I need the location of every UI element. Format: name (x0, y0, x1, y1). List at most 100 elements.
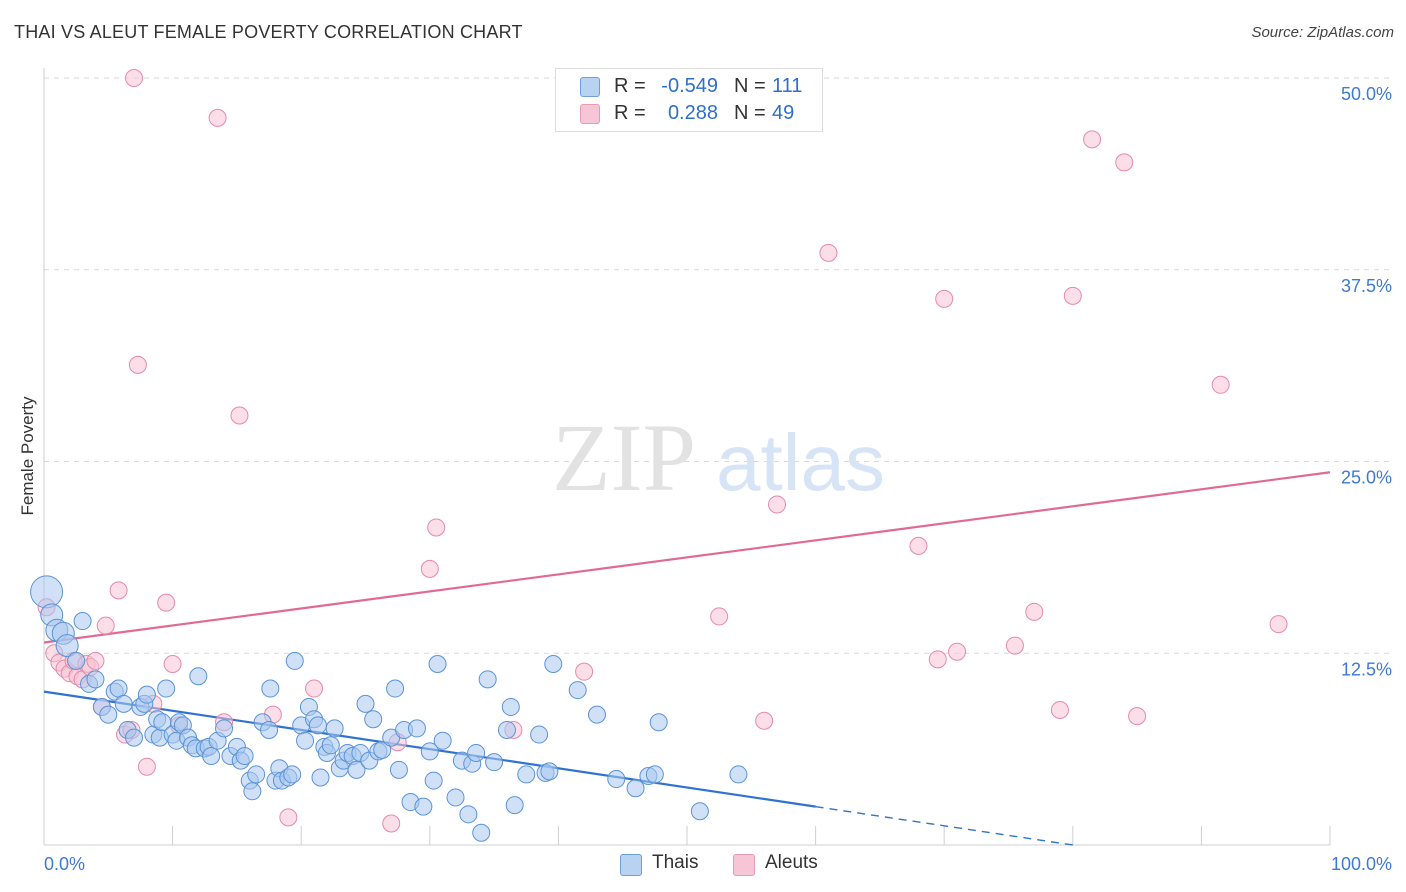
aleuts-point (1083, 130, 1102, 149)
aleuts-point (96, 616, 115, 635)
thais-point (645, 765, 664, 784)
x-tick-label: 0.0% (44, 854, 85, 874)
aleuts-legend-label: Aleuts (765, 852, 818, 873)
thais-point (109, 679, 128, 698)
grid-layer (44, 77, 1390, 654)
aleuts-point (1063, 286, 1082, 305)
thais-point (325, 719, 344, 738)
thais-legend-label: Thais (652, 852, 699, 873)
thais-point (472, 823, 491, 842)
watermark: ZIP atlas (552, 404, 885, 511)
r-label: R = (614, 102, 646, 124)
points-layer (30, 69, 1288, 842)
aleuts-point (427, 518, 446, 537)
aleuts-swatch (580, 104, 600, 124)
series-legend: Thais Aleuts (0, 852, 1406, 878)
thais-point (649, 713, 668, 732)
thais-point (424, 771, 443, 790)
aleuts-point (230, 406, 249, 425)
thais-point (215, 719, 234, 738)
aleuts-point (137, 757, 156, 776)
thais-point (99, 705, 118, 724)
thais-point (260, 720, 279, 739)
legend-row-aleuts: R = 0.288 N = 49 (556, 100, 822, 126)
aleuts-point (909, 536, 928, 555)
thais-point (568, 681, 587, 700)
watermark-atlas: atlas (716, 418, 885, 507)
aleuts-trend-line (43, 471, 1331, 644)
thais-point (347, 760, 366, 779)
aleuts-point (1050, 701, 1069, 720)
aleuts-point (125, 69, 144, 87)
label-layer: 12.5% 25.0% 37.5% 50.0% 0.0% 100.0% (44, 84, 1392, 874)
legend-row-thais: R = -0.549 N = 111 (556, 73, 822, 99)
thais-point (243, 782, 262, 801)
axis-layer (43, 68, 1331, 846)
thais-point (433, 731, 452, 750)
thais-point (485, 753, 504, 772)
y-tick-label: 12.5% (1341, 659, 1392, 679)
thais-point (389, 760, 408, 779)
aleuts-point (128, 355, 147, 374)
thais-point (125, 728, 144, 747)
thais-point (428, 654, 447, 673)
thais-point (501, 697, 520, 716)
aleuts-point (819, 243, 838, 262)
aleuts-point (163, 654, 182, 673)
source-credit: Source: ZipAtlas.com (1251, 24, 1394, 41)
aleuts-point (420, 559, 439, 578)
aleuts-point (768, 495, 787, 514)
aleuts-r-value: 0.288 (667, 102, 718, 124)
aleuts-point (928, 650, 947, 669)
aleuts-point (755, 711, 774, 730)
aleuts-point (710, 607, 729, 626)
thais-point (729, 765, 748, 784)
y-tick-label: 37.5% (1341, 276, 1392, 296)
thais-point (30, 575, 64, 609)
aleuts-point (305, 679, 324, 698)
y-tick-label: 50.0% (1341, 84, 1392, 104)
aleuts-point (935, 289, 954, 308)
thais-point (247, 765, 266, 784)
aleuts-point (1211, 375, 1230, 394)
thais-point (296, 731, 315, 750)
aleuts-point (575, 662, 594, 681)
n-label: N = (734, 75, 766, 97)
thais-legend-swatch (620, 854, 642, 876)
aleuts-point (1128, 707, 1147, 726)
thais-point (407, 719, 426, 738)
n-label: N = (734, 102, 766, 124)
aleuts-point (1115, 153, 1134, 172)
aleuts-point (1269, 615, 1288, 634)
aleuts-point (208, 108, 227, 127)
aleuts-point (1005, 636, 1024, 655)
thais-point (189, 667, 208, 686)
thais-point (283, 765, 302, 784)
y-tick-label: 25.0% (1341, 468, 1392, 488)
thais-point (690, 802, 709, 821)
aleuts-point (279, 808, 298, 827)
thais-point (321, 736, 340, 755)
thais-point (540, 762, 559, 781)
thais-point (517, 765, 536, 784)
trend-layer (43, 471, 1331, 846)
thais-n-value: 111 (772, 75, 803, 97)
thais-point (157, 679, 176, 698)
thais-point (414, 797, 433, 816)
thais-point (364, 710, 383, 729)
thais-trend-extension (815, 805, 1073, 846)
thais-point (137, 685, 156, 704)
thais-point (261, 679, 280, 698)
thais-point (459, 805, 478, 824)
thais-point (420, 742, 439, 761)
thais-point (478, 670, 497, 689)
aleuts-legend-swatch (733, 854, 755, 876)
thais-point (285, 651, 304, 670)
thais-point (235, 747, 254, 766)
y-axis-label: Female Poverty (18, 396, 37, 516)
thais-point (467, 743, 486, 762)
thais-r-value: -0.549 (661, 75, 718, 97)
thais-point (73, 612, 92, 631)
aleuts-point (948, 642, 967, 661)
